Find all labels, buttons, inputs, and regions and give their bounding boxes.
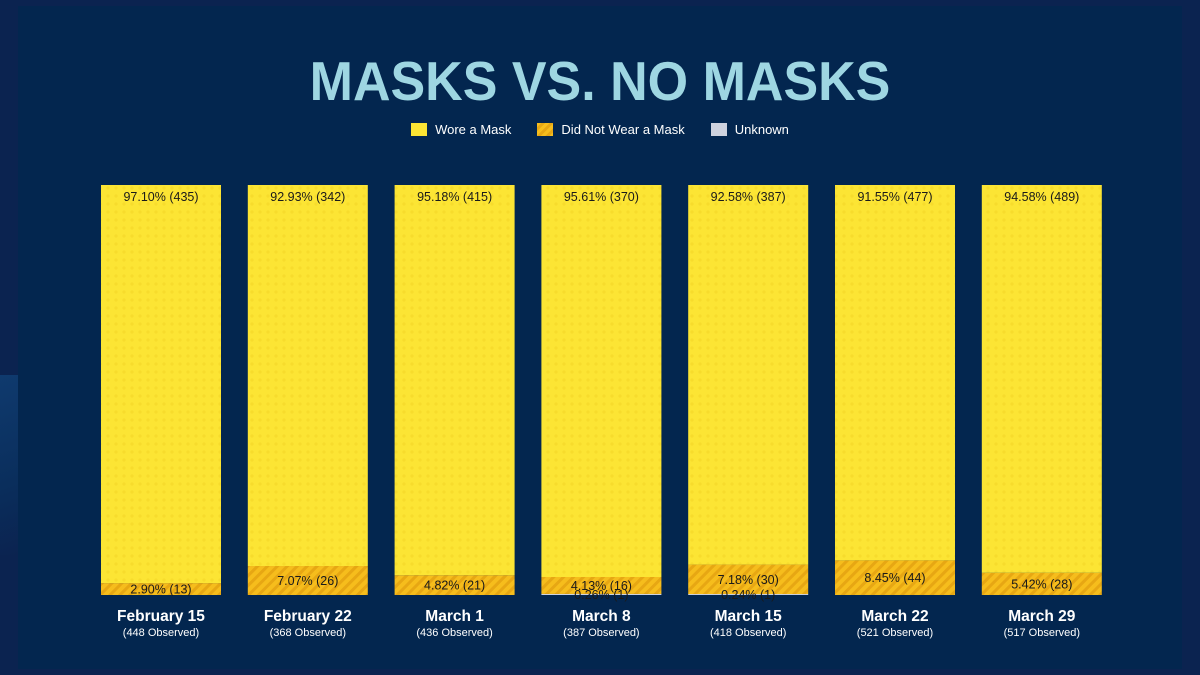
x-tick-label: February 15 (117, 608, 205, 625)
bar-segment-wore-mask (835, 185, 955, 561)
legend-item-wore-mask: Wore a Mask (411, 122, 511, 137)
data-label-wore-mask: 95.18% (415) (417, 190, 492, 204)
bar-segment-no-mask (688, 564, 809, 595)
legend-item-no-mask: Did Not Wear a Mask (537, 122, 685, 137)
bar-segment-no-mask (394, 575, 515, 595)
observed-count-label: (436 Observed) (416, 627, 492, 639)
data-label-wore-mask: 94.58% (489) (1004, 190, 1079, 204)
x-tick-label: March 29 (1008, 608, 1076, 625)
data-label-no-mask: 8.45% (44) (864, 571, 925, 585)
bar-segment-unknown (688, 594, 809, 595)
observed-count-label: (517 Observed) (1004, 627, 1080, 639)
bar-segment-no-mask (835, 560, 955, 595)
bar-segment-no-mask (247, 566, 368, 595)
x-tick-label: March 22 (861, 608, 928, 625)
legend-item-unknown: Unknown (710, 122, 789, 137)
legend-label-unknown: Unknown (734, 122, 789, 137)
observed-count-label: (521 Observed) (857, 627, 933, 639)
chart-title: MASKS VS. NO MASKS (309, 51, 891, 113)
data-label-no-mask: 7.18% (30) (718, 573, 779, 587)
observed-count-label: (387 Observed) (563, 627, 639, 639)
chart-legend: Wore a Mask Did Not Wear a Mask Unknown (0, 122, 1200, 137)
data-label-no-mask: 4.82% (21) (424, 579, 485, 593)
data-label-wore-mask: 92.93% (342) (270, 190, 345, 204)
bar-segment-wore-mask (688, 185, 809, 565)
data-label-wore-mask: 92.58% (387) (711, 190, 786, 204)
legend-swatch-wore-mask (411, 123, 428, 136)
bar-segment-no-mask (541, 577, 662, 594)
bar-segment-wore-mask (981, 185, 1102, 573)
observed-count-label: (448 Observed) (123, 627, 199, 639)
bar-segment-wore-mask (247, 185, 368, 567)
legend-label-wore-mask: Wore a Mask (435, 122, 512, 137)
data-label-wore-mask: 97.10% (435) (123, 190, 198, 204)
data-label-unknown: 0.26% (1) (574, 588, 628, 602)
x-tick-label: March 8 (572, 608, 631, 625)
observed-count-label: (368 Observed) (270, 627, 346, 639)
bar-segment-no-mask (981, 572, 1102, 595)
bar-segment-wore-mask (101, 185, 221, 584)
data-label-wore-mask: 95.61% (370) (564, 190, 639, 204)
data-label-wore-mask: 91.55% (477) (857, 190, 932, 204)
x-tick-label: March 15 (715, 608, 783, 625)
data-label-no-mask: 4.13% (16) (571, 579, 632, 593)
bar-segment-wore-mask (541, 185, 662, 578)
data-label-no-mask: 5.42% (28) (1011, 577, 1072, 591)
data-label-no-mask: 2.90% (13) (130, 583, 191, 597)
data-label-no-mask: 7.07% (26) (277, 574, 338, 588)
bars-group: 97.10% (435) 2.90% (13) February 15 (448 Ob… (101, 185, 1102, 639)
legend-swatch-unknown (710, 123, 727, 136)
x-tick-label: February 22 (264, 608, 352, 625)
data-label-unknown: 0.24% (1) (721, 588, 775, 602)
decorative-stripe (0, 375, 18, 555)
legend-label-no-mask: Did Not Wear a Mask (561, 122, 685, 137)
bar-segment-unknown (541, 593, 662, 595)
observed-count-label: (418 Observed) (710, 627, 786, 639)
x-tick-label: March 1 (425, 608, 484, 625)
bar-segment-no-mask (101, 583, 221, 595)
bar-segment-wore-mask (394, 185, 515, 576)
legend-swatch-no-mask (537, 123, 554, 136)
